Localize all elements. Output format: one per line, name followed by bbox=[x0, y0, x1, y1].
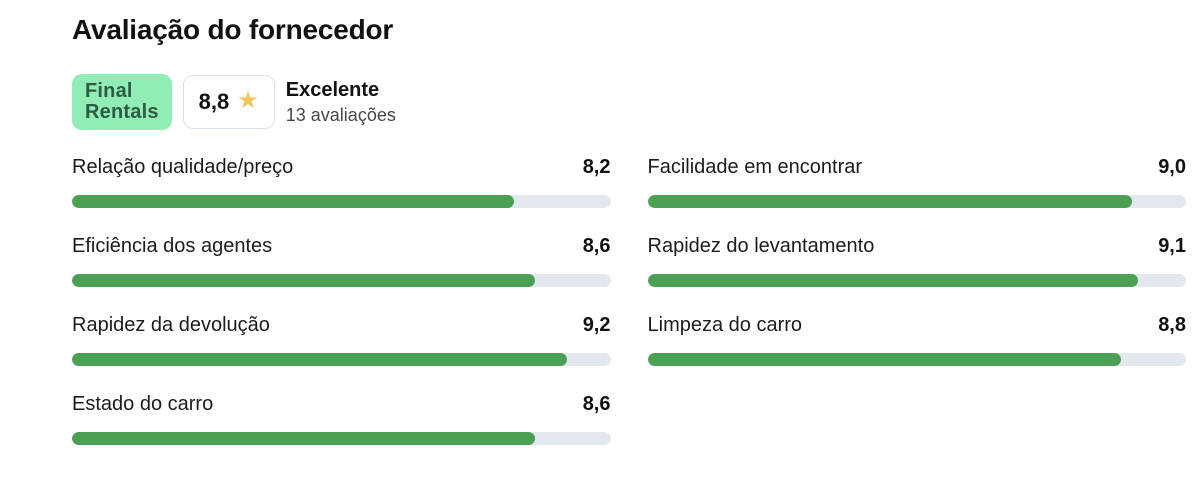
rating-value: 9,0 bbox=[1158, 156, 1186, 178]
rating-row-car-cleanliness: Limpeza do carro 8,8 bbox=[647, 314, 1186, 366]
rating-value: 9,1 bbox=[1158, 235, 1186, 257]
rating-label: Rapidez da devolução bbox=[72, 314, 270, 336]
rating-bar-fill bbox=[72, 195, 514, 208]
rating-row-quality-price: Relação qualidade/preço 8,2 bbox=[72, 156, 611, 208]
rating-row-dropoff-speed: Rapidez da devolução 9,2 bbox=[72, 314, 611, 366]
rating-bar-track bbox=[647, 195, 1186, 208]
rating-label: Estado do carro bbox=[72, 393, 214, 415]
rating-value: 8,2 bbox=[582, 156, 611, 178]
page-title: Avaliação do fornecedor bbox=[72, 14, 394, 45]
supplier-logo-line1: Final bbox=[85, 80, 133, 102]
ratings-grid: Relação qualidade/preço 8,2 Facilidade e… bbox=[72, 156, 1186, 445]
rating-row-agent-efficiency: Eficiência dos agentes 8,6 bbox=[72, 235, 611, 287]
star-icon: ★ bbox=[237, 87, 259, 114]
supplier-logo-line2: Rentals bbox=[85, 101, 159, 123]
rating-bar-fill bbox=[647, 353, 1122, 366]
rating-row-car-condition: Estado do carro 8,6 bbox=[72, 393, 611, 445]
verdict-label: Excelente bbox=[285, 78, 380, 101]
rating-bar-track bbox=[72, 195, 611, 208]
rating-value: 8,6 bbox=[582, 235, 611, 257]
supplier-rating-panel: Avaliação do fornecedor Final Rentals 8,… bbox=[72, 14, 1186, 445]
rating-label: Rapidez do levantamento bbox=[647, 235, 875, 257]
rating-bar-fill bbox=[72, 353, 568, 366]
rating-label: Eficiência dos agentes bbox=[72, 235, 273, 257]
supplier-summary: Final Rentals 8,8 ★ Excelente 13 avaliaç… bbox=[72, 74, 1186, 130]
rating-bar-track bbox=[72, 274, 611, 287]
rating-bar-track bbox=[647, 353, 1186, 366]
rating-label: Relação qualidade/preço bbox=[72, 156, 294, 178]
rating-label: Facilidade em encontrar bbox=[647, 156, 863, 178]
rating-bar-fill bbox=[647, 274, 1138, 287]
overall-score-value: 8,8 bbox=[198, 89, 230, 114]
rating-bar-fill bbox=[72, 274, 536, 287]
review-count: 13 avaliações bbox=[285, 104, 396, 125]
rating-bar-track bbox=[647, 274, 1186, 287]
rating-bar-fill bbox=[72, 432, 536, 445]
rating-row-pickup-speed: Rapidez do levantamento 9,1 bbox=[647, 235, 1186, 287]
rating-value: 8,8 bbox=[1158, 314, 1186, 336]
verdict-block: Excelente 13 avaliações bbox=[286, 79, 396, 126]
rating-label: Limpeza do carro bbox=[647, 314, 803, 336]
supplier-logo: Final Rentals bbox=[72, 74, 172, 130]
rating-bar-track bbox=[72, 432, 611, 445]
overall-score-box: 8,8 ★ bbox=[182, 75, 275, 129]
rating-bar-fill bbox=[647, 195, 1133, 208]
rating-row-ease-of-finding: Facilidade em encontrar 9,0 bbox=[647, 156, 1186, 208]
rating-bar-track bbox=[72, 353, 611, 366]
rating-value: 9,2 bbox=[582, 314, 611, 336]
rating-value: 8,6 bbox=[582, 393, 611, 415]
